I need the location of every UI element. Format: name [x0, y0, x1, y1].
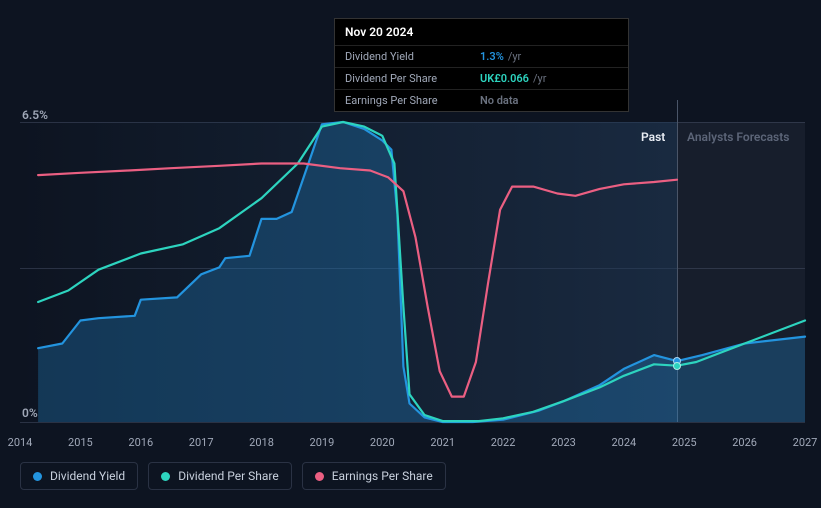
- legend-swatch: [315, 472, 324, 481]
- legend-label: Earnings Per Share: [332, 469, 433, 483]
- tooltip-key: Dividend Per Share: [345, 72, 480, 85]
- x-axis-tick: 2017: [189, 436, 214, 449]
- x-axis-tick: 2025: [672, 436, 697, 449]
- legend-label: Dividend Yield: [50, 469, 125, 483]
- tooltip-unit: /yr: [533, 72, 546, 85]
- legend-item-dividend-yield[interactable]: Dividend Yield: [20, 462, 138, 490]
- tooltip-row: Dividend Per ShareUK£0.066/yr: [335, 67, 628, 89]
- tooltip-value: No data: [480, 94, 518, 107]
- x-axis-tick: 2014: [8, 436, 33, 449]
- legend-swatch: [33, 472, 42, 481]
- x-axis-tick: 2021: [430, 436, 455, 449]
- tooltip-row: Dividend Yield1.3% /yr: [335, 45, 628, 67]
- x-axis-tick: 2022: [491, 436, 516, 449]
- x-axis-tick: 2016: [128, 436, 153, 449]
- tooltip-unit: /yr: [508, 50, 521, 63]
- x-axis-tick: 2015: [68, 436, 93, 449]
- legend-label: Dividend Per Share: [178, 469, 279, 483]
- chart-svg[interactable]: [20, 100, 805, 430]
- x-axis-tick: 2019: [310, 436, 335, 449]
- x-axis-tick: 2018: [249, 436, 274, 449]
- legend: Dividend Yield Dividend Per Share Earnin…: [20, 462, 446, 490]
- x-axis-tick: 2023: [551, 436, 576, 449]
- legend-item-dividend-per-share[interactable]: Dividend Per Share: [148, 462, 292, 490]
- x-axis-tick: 2027: [793, 436, 818, 449]
- legend-swatch: [161, 472, 170, 481]
- tooltip-date: Nov 20 2024: [335, 19, 628, 45]
- hover-tooltip: Nov 20 2024 Dividend Yield1.3%/yrDividen…: [334, 18, 629, 112]
- tooltip-key: Dividend Yield: [345, 50, 480, 63]
- chart-area: Past Analysts Forecasts 6.5% 0% 20142015…: [20, 100, 805, 430]
- x-axis-tick: 2024: [611, 436, 636, 449]
- tooltip-value: UK£0.066: [480, 72, 529, 85]
- tooltip-row: Earnings Per ShareNo data: [335, 89, 628, 111]
- tooltip-value: 1.3%: [480, 50, 504, 63]
- tooltip-key: Earnings Per Share: [345, 94, 480, 107]
- x-axis-tick: 2026: [732, 436, 757, 449]
- marker-dot: [673, 362, 681, 370]
- x-axis-tick: 2020: [370, 436, 395, 449]
- legend-item-earnings-per-share[interactable]: Earnings Per Share: [302, 462, 446, 490]
